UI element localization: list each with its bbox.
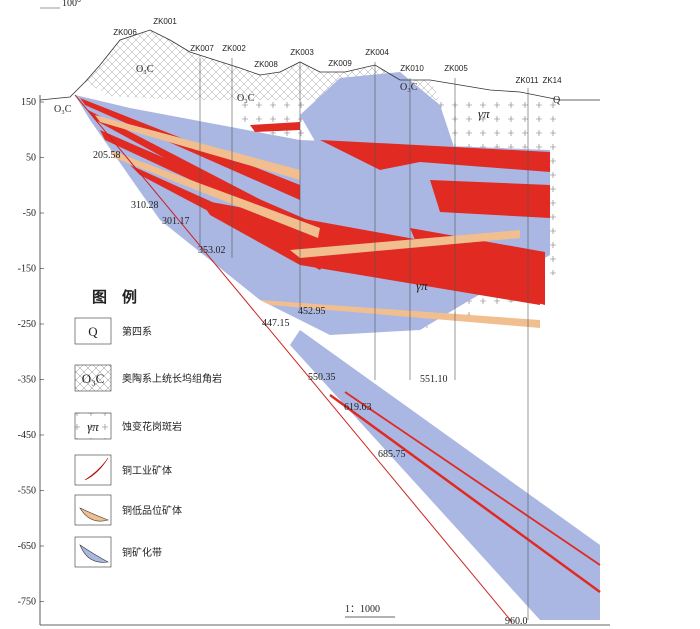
elevation-label: -50: [23, 208, 36, 219]
formation-symbol: O₃C: [136, 64, 154, 75]
depth-label: 310.28: [131, 200, 159, 211]
legend-swatches: [74, 317, 112, 568]
elevation-label: -750: [18, 597, 36, 608]
elevation-label: 50: [26, 153, 36, 164]
elevation-label: -550: [18, 486, 36, 497]
depth-label: 205.58: [93, 150, 121, 161]
formation-symbol: O₃C: [237, 93, 255, 104]
drillhole-label: ZK002: [222, 44, 246, 53]
formation-symbol: O₃C: [400, 82, 418, 93]
depth-label: 447.15: [262, 318, 290, 329]
legend-symbol: O₃C: [82, 371, 105, 386]
elevation-label: -450: [18, 430, 36, 441]
depth-label: 550.35: [308, 372, 336, 383]
drillhole-label: ZK14: [542, 76, 562, 85]
legend-label: 铜工业矿体: [122, 464, 172, 477]
legend-symbol: γπ: [87, 419, 99, 434]
legend-label: 奥陶系上统长坞组角岩: [122, 372, 222, 385]
drillhole-label: ZK004: [365, 48, 389, 57]
drillhole-label: ZK001: [153, 17, 177, 26]
drillhole-label: ZK011: [516, 76, 540, 85]
depth-label: 452.95: [298, 306, 326, 317]
depth-label: 301.17: [162, 216, 190, 227]
depth-label: 551.10: [420, 374, 448, 385]
legend-symbol: Q: [88, 324, 98, 339]
legend-label: 蚀变花岗斑岩: [122, 420, 182, 433]
formation-symbol: O₃C: [54, 104, 72, 115]
elevation-label: -150: [18, 264, 36, 275]
depth-label: 619.63: [344, 402, 372, 413]
drillhole-label: ZK009: [328, 59, 352, 68]
quaternary-symbol: Q: [553, 95, 561, 106]
corner-label: 100°: [62, 0, 81, 9]
porphyry-symbol: γπ: [478, 106, 490, 121]
drillhole-label: ZK003: [290, 48, 314, 57]
legend-label: 铜矿化带: [122, 546, 162, 559]
elevation-label: -250: [18, 319, 36, 330]
drillhole-label: ZK006: [113, 28, 137, 37]
geology: [39, 7, 610, 626]
legend-label: 铜低品位矿体: [122, 504, 182, 517]
elevation-label: -350: [18, 375, 36, 386]
depth-label: 960.0: [505, 616, 528, 627]
elevation-label: -650: [18, 541, 36, 552]
depth-label: 685.75: [378, 449, 406, 460]
depth-label: 353.02: [198, 245, 226, 256]
drillhole-label: ZK008: [254, 60, 278, 69]
legend-title: 图 例: [92, 288, 137, 306]
scale: 1：1000: [345, 604, 380, 615]
drillhole-label: ZK007: [190, 44, 214, 53]
porphyry-symbol: γπ: [416, 278, 428, 293]
drillhole-label: ZK010: [400, 64, 424, 73]
legend-label: 第四系: [122, 325, 152, 338]
elevation-label: 150: [21, 97, 36, 108]
drillhole-label: ZK005: [444, 64, 468, 73]
